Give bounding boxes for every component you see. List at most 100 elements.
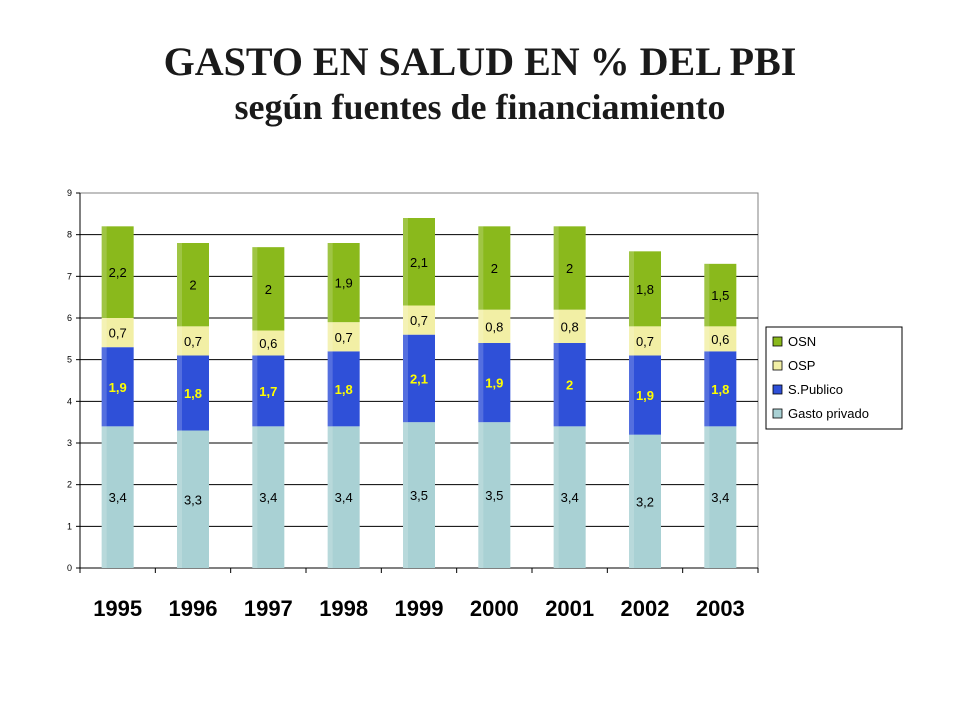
bar-segment-gasto-privado-1999: [403, 422, 435, 568]
bar-segment-gasto-privado-1996: [177, 430, 209, 568]
x-tick-label: 1997: [244, 596, 293, 621]
bar-segment-gasto-privado-2001: [553, 426, 586, 568]
data-label-s-publico: 1,8: [335, 382, 353, 397]
y-tick-label: 3: [67, 438, 72, 448]
data-label-gasto-privado: 3,4: [109, 490, 127, 505]
data-label-osp: 0,7: [410, 313, 428, 328]
bar-segment-s-publico-2000: [478, 343, 511, 423]
data-label-osp: 0,7: [184, 334, 202, 349]
bar-segment-s-publico-2002: [629, 355, 661, 435]
bar-segment-osp-1999: [403, 305, 435, 335]
data-label-osn: 2: [566, 261, 573, 276]
data-label-osp: 0,7: [109, 326, 127, 341]
y-tick-label: 9: [67, 188, 72, 198]
bar-segment-s-publico-1998: [327, 351, 360, 427]
bar-highlight: [403, 218, 408, 306]
bar-segment-s-publico-1999: [403, 334, 435, 423]
data-label-gasto-privado: 3,4: [259, 490, 277, 505]
data-label-osp: 0,8: [561, 319, 579, 334]
data-label-osn: 2,2: [109, 265, 127, 280]
data-label-s-publico: 1,9: [485, 376, 503, 391]
bar-highlight: [704, 426, 710, 568]
bar-highlight: [177, 243, 182, 327]
data-label-osn: 1,9: [335, 276, 353, 291]
bar-highlight: [478, 226, 484, 310]
bar-highlight: [553, 309, 559, 343]
bar-highlight: [177, 430, 182, 568]
data-label-s-publico: 1,8: [184, 386, 202, 401]
data-label-osp: 0,8: [485, 319, 503, 334]
x-tick-label: 2001: [545, 596, 594, 621]
y-tick-label: 2: [67, 480, 72, 490]
bar-segment-osp-2003: [704, 326, 737, 352]
bar-highlight: [327, 243, 333, 323]
y-tick-label: 8: [67, 230, 72, 240]
chart-title-block: GASTO EN SALUD EN % DEL PBI según fuente…: [0, 38, 960, 128]
data-label-s-publico: 1,9: [636, 388, 654, 403]
data-label-osn: 1,8: [636, 282, 654, 297]
bar-highlight: [177, 326, 182, 356]
bar-segment-gasto-privado-2002: [629, 434, 661, 568]
bar-segment-gasto-privado-1995: [101, 426, 134, 568]
data-label-s-publico: 1,9: [109, 380, 127, 395]
data-label-osn: 2: [265, 282, 272, 297]
bar-highlight: [629, 326, 634, 356]
y-tick-label: 6: [67, 313, 72, 323]
bar-segment-gasto-privado-1998: [327, 426, 360, 568]
data-label-s-publico: 1,7: [259, 384, 277, 399]
bar-highlight: [704, 326, 710, 352]
bar-segment-gasto-privado-2003: [704, 426, 737, 568]
y-tick-label: 7: [67, 271, 72, 281]
legend-swatch-osn: [772, 336, 783, 347]
bar-highlight: [101, 318, 107, 348]
bar-highlight: [101, 226, 107, 318]
x-tick-label: 1998: [319, 596, 368, 621]
bar-highlight: [478, 422, 484, 568]
bar-segment-osn-2001: [553, 226, 586, 310]
legend-label-gasto-privado: Gasto privado: [788, 406, 869, 421]
data-label-osp: 0,6: [711, 332, 729, 347]
bar-highlight: [252, 426, 258, 568]
y-tick-label: 0: [67, 563, 72, 573]
x-tick-label: 1996: [169, 596, 218, 621]
data-label-gasto-privado: 3,4: [561, 490, 579, 505]
bar-highlight: [629, 434, 634, 568]
bar-highlight: [553, 226, 559, 310]
bar-highlight: [478, 309, 484, 343]
bar-highlight: [327, 426, 333, 568]
bar-segment-osp-1997: [252, 330, 285, 356]
bar-segment-osn-2003: [704, 263, 737, 327]
x-tick-label: 2003: [696, 596, 745, 621]
bar-segment-osp-1996: [177, 326, 209, 356]
bar-highlight: [101, 347, 107, 427]
data-label-gasto-privado: 3,3: [184, 492, 202, 507]
bar-segment-gasto-privado-2000: [478, 422, 511, 568]
data-label-osn: 1,5: [711, 288, 729, 303]
bar-segment-s-publico-2001: [553, 343, 586, 427]
bar-segment-osn-1995: [101, 226, 134, 318]
data-label-gasto-privado: 3,4: [711, 490, 729, 505]
data-label-osn: 2: [189, 278, 196, 293]
legend-swatch-osp: [772, 360, 783, 371]
bar-highlight: [101, 426, 107, 568]
data-label-osn: 2: [491, 261, 498, 276]
bar-segment-osn-2000: [478, 226, 511, 310]
legend-swatch-s-publico: [772, 384, 783, 395]
legend-label-osp: OSP: [788, 358, 815, 373]
data-label-s-publico: 2,1: [410, 371, 428, 386]
bar-segment-s-publico-1997: [252, 355, 285, 427]
x-tick-label: 2000: [470, 596, 519, 621]
data-label-osp: 0,7: [636, 334, 654, 349]
bar-segment-s-publico-1996: [177, 355, 209, 431]
bar-highlight: [704, 263, 710, 327]
bar-segment-osn-1997: [252, 247, 285, 331]
y-tick-label: 4: [67, 396, 72, 406]
bar-segment-osn-2002: [629, 251, 661, 327]
legend-label-s-publico: S.Publico: [788, 382, 843, 397]
chart-title: GASTO EN SALUD EN % DEL PBI: [163, 39, 797, 84]
y-tick-label: 5: [67, 355, 72, 365]
data-label-gasto-privado: 3,2: [636, 494, 654, 509]
bar-segment-osp-2000: [478, 309, 511, 343]
bar-highlight: [252, 330, 258, 356]
